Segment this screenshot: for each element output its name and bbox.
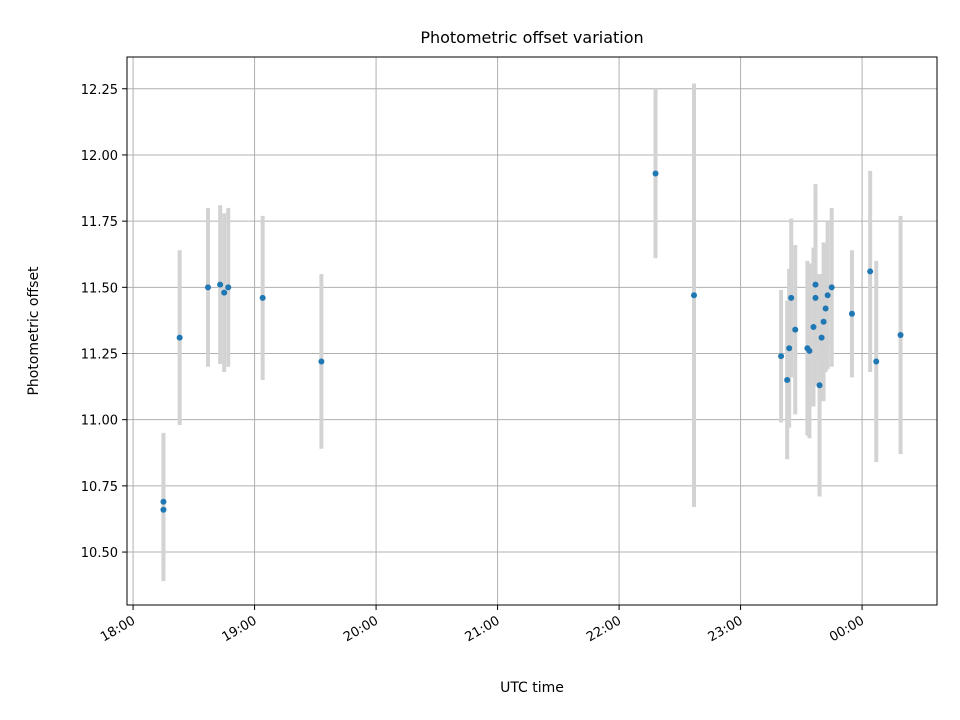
data-points	[160, 170, 904, 513]
data-point	[217, 281, 224, 288]
data-point	[873, 358, 880, 365]
y-tick-label: 12.25	[81, 83, 118, 98]
y-tick-label: 11.25	[81, 348, 118, 363]
chart-title: Photometric offset variation	[420, 28, 643, 47]
x-tick-label: 22:00	[584, 613, 624, 645]
data-point	[652, 170, 659, 177]
y-tick-label: 12.00	[81, 149, 118, 164]
y-tick-label: 11.50	[81, 281, 118, 296]
data-point	[786, 345, 793, 352]
data-point	[318, 358, 325, 365]
x-axis: 18:00 19:00 20:00 21:00 22:00 23:00 00:00	[98, 605, 867, 645]
data-point	[867, 268, 874, 275]
data-point	[778, 353, 785, 360]
data-point	[221, 289, 228, 296]
y-tick-label: 10.50	[81, 546, 118, 561]
data-point	[828, 284, 835, 291]
data-point	[160, 498, 167, 505]
data-point	[824, 292, 831, 299]
x-axis-label: UTC time	[500, 680, 564, 696]
x-tick-label: 23:00	[706, 613, 746, 645]
plot-frame	[126, 56, 938, 606]
x-tick-label: 19:00	[220, 613, 260, 645]
data-point	[792, 326, 799, 333]
error-bars	[161, 83, 903, 582]
y-tick-label: 11.00	[81, 414, 118, 429]
y-axis: 10.50 10.75 11.00 11.25 11.50 11.75 12.00 12.25	[81, 83, 127, 561]
data-point	[205, 284, 211, 291]
data-point	[784, 376, 791, 383]
data-point	[812, 294, 819, 301]
data-point	[897, 331, 904, 338]
data-point	[822, 305, 829, 312]
y-tick-label: 11.75	[81, 215, 118, 230]
data-point	[810, 324, 817, 331]
data-point	[806, 347, 813, 354]
data-point	[812, 281, 819, 288]
data-point	[816, 382, 823, 389]
data-point	[848, 310, 855, 317]
data-point	[160, 506, 167, 513]
data-point	[225, 284, 232, 291]
data-point	[818, 334, 825, 341]
x-tick-label: 00:00	[827, 613, 867, 645]
x-tick-label: 20:00	[341, 613, 381, 645]
data-point	[691, 292, 697, 299]
x-tick-label: 18:00	[98, 613, 138, 645]
y-axis-label: Photometric offset	[26, 266, 42, 396]
data-point	[259, 294, 266, 301]
y-tick-label: 10.75	[81, 480, 118, 495]
x-tick-label: 21:00	[463, 613, 503, 645]
data-point	[788, 294, 795, 301]
data-point	[176, 334, 183, 341]
data-point	[820, 318, 827, 325]
